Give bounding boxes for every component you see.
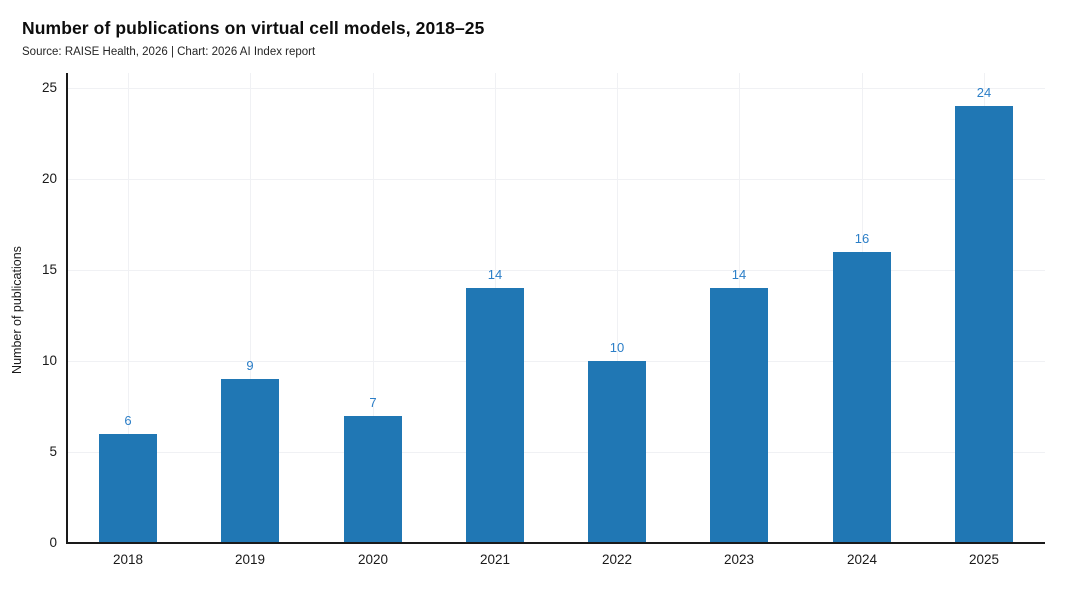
bar-2022 [588,361,646,543]
bar-value-label-2024: 16 [854,231,870,246]
x-tick-label-2024: 2024 [846,552,878,567]
y-tick-label-10: 10 [41,353,57,368]
y-tick-label-5: 5 [49,444,57,459]
bar-value-label-2022: 10 [609,340,625,355]
x-tick-label-2021: 2021 [479,552,511,567]
x-tick-label-2023: 2023 [723,552,755,567]
bar-value-label-2021: 14 [487,267,503,282]
bar-2019 [221,379,279,543]
gridline-vertical [373,73,374,543]
y-tick-label-25: 25 [41,80,57,95]
chart-subtitle: Source: RAISE Health, 2026 | Chart: 2026… [22,46,316,58]
y-tick-label-0: 0 [49,535,57,550]
bar-2025 [955,106,1013,543]
x-tick-label-2020: 2020 [357,552,389,567]
y-axis-line [66,73,68,544]
bar-2024 [833,252,891,543]
bar-2023 [710,288,768,543]
gridline-horizontal [67,179,1045,180]
gridline-horizontal [67,452,1045,453]
bar-2021 [466,288,524,543]
bar-value-label-2019: 9 [246,358,254,373]
chart-title: Number of publications on virtual cell m… [22,18,485,38]
y-tick-label-20: 20 [41,171,57,186]
gridline-vertical [128,73,129,543]
bar-value-label-2023: 14 [731,267,747,282]
x-axis-line [66,542,1045,544]
x-tick-label-2018: 2018 [112,552,144,567]
bar-2018 [99,434,157,543]
bar-2020 [344,416,402,543]
gridline-horizontal [67,88,1045,89]
bar-value-label-2018: 6 [124,413,132,428]
x-tick-label-2019: 2019 [234,552,266,567]
bar-value-label-2020: 7 [369,395,377,410]
x-tick-label-2022: 2022 [601,552,633,567]
gridline-horizontal [67,270,1045,271]
y-tick-label-15: 15 [41,262,57,277]
y-axis-title: Number of publications [10,246,24,374]
gridline-horizontal [67,361,1045,362]
bar-value-label-2025: 24 [976,85,992,100]
x-tick-label-2025: 2025 [968,552,1000,567]
gridline-vertical [617,73,618,543]
gridline-vertical [250,73,251,543]
